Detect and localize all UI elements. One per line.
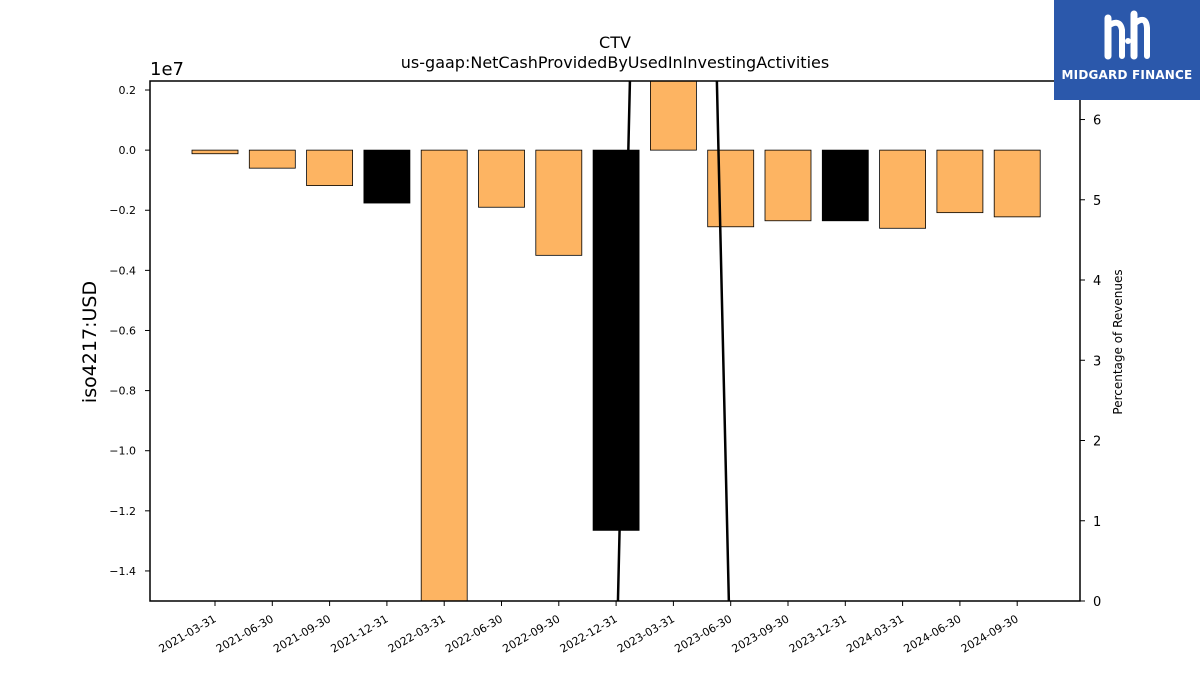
x-axis: 2021-03-312021-06-302021-09-302021-12-31…	[157, 601, 1021, 656]
bar-2022-06-30	[478, 149, 525, 208]
bar-2023-12-31	[821, 149, 869, 222]
bar-2024-09-30	[993, 149, 1041, 218]
y2-tick-label: 3	[1093, 354, 1101, 369]
x-tick-label: 2021-09-30	[271, 612, 333, 655]
y-tick-label: −1.0	[109, 445, 136, 458]
bars-group	[191, 81, 1041, 601]
y-tick-label: 0.2	[119, 84, 137, 97]
y2-tick-label: 4	[1093, 274, 1101, 289]
x-tick-label: 2023-12-31	[787, 612, 849, 655]
plot-frame	[149, 80, 1081, 602]
x-tick-label: 2021-12-31	[329, 612, 391, 655]
y-tick-label: −1.4	[109, 565, 136, 578]
bar-2022-03-31	[420, 149, 468, 601]
x-tick-label: 2023-09-30	[730, 612, 792, 655]
y-axis: 0.2 0.0 −0.2 −0.4 −0.6 −0.8 −1.0 −1.2 −1.4	[109, 84, 150, 578]
bar-2022-12-31	[592, 149, 640, 531]
x-tick-label: 2021-03-31	[157, 612, 219, 655]
y2-tick-label: 5	[1093, 194, 1101, 209]
bar-2021-09-30	[306, 149, 354, 187]
bar-2023-03-31	[650, 81, 697, 151]
y-tick-label: −0.8	[109, 385, 136, 398]
y-axis-label: iso4217:USD	[79, 281, 101, 403]
x-tick-label: 2021-06-30	[214, 612, 276, 655]
x-tick-label: 2023-03-31	[615, 612, 677, 655]
bar-2024-03-31	[879, 149, 926, 229]
logo-text: MIDGARD FINANCE	[1061, 68, 1193, 82]
y2-tick-label: 2	[1093, 435, 1101, 450]
bar-2022-09-30	[535, 149, 583, 256]
y-offset-label: 1e7	[150, 59, 184, 80]
bar-2021-12-31	[363, 149, 411, 204]
logo-mark-icon	[1104, 10, 1150, 60]
bar-2021-03-31	[191, 149, 239, 155]
y2-axis: 0 1 2 3 4 5 6	[1080, 114, 1101, 610]
y2-tick-label: 1	[1093, 515, 1101, 530]
x-tick-label: 2022-03-31	[386, 612, 448, 655]
x-tick-label: 2023-06-30	[672, 612, 734, 655]
y-tick-label: −0.4	[109, 264, 136, 277]
y-tick-label: −0.2	[109, 204, 136, 217]
x-tick-label: 2024-09-30	[959, 612, 1021, 655]
chart-title: CTV	[599, 33, 631, 52]
y-tick-label: −1.2	[109, 505, 136, 518]
y2-axis-label: Percentage of Revenues	[1111, 269, 1125, 414]
chart-subtitle: us-gaap:NetCashProvidedByUsedInInvesting…	[401, 53, 829, 72]
x-tick-label: 2024-06-30	[902, 612, 964, 655]
x-tick-label: 2024-03-31	[844, 612, 906, 655]
x-tick-label: 2022-12-31	[558, 612, 620, 655]
brand-logo: MIDGARD FINANCE	[1054, 0, 1200, 100]
x-tick-label: 2022-09-30	[500, 612, 562, 655]
y-tick-label: 0.0	[119, 144, 137, 157]
y2-tick-label: 0	[1093, 595, 1101, 610]
x-tick-label: 2022-06-30	[443, 612, 505, 655]
y2-tick-label: 6	[1093, 114, 1101, 129]
bar-2024-06-30	[936, 149, 984, 214]
bar-2023-09-30	[764, 149, 812, 222]
bar-2021-06-30	[248, 149, 296, 169]
bar-2023-06-30	[707, 149, 755, 228]
y-tick-label: −0.6	[109, 324, 136, 337]
